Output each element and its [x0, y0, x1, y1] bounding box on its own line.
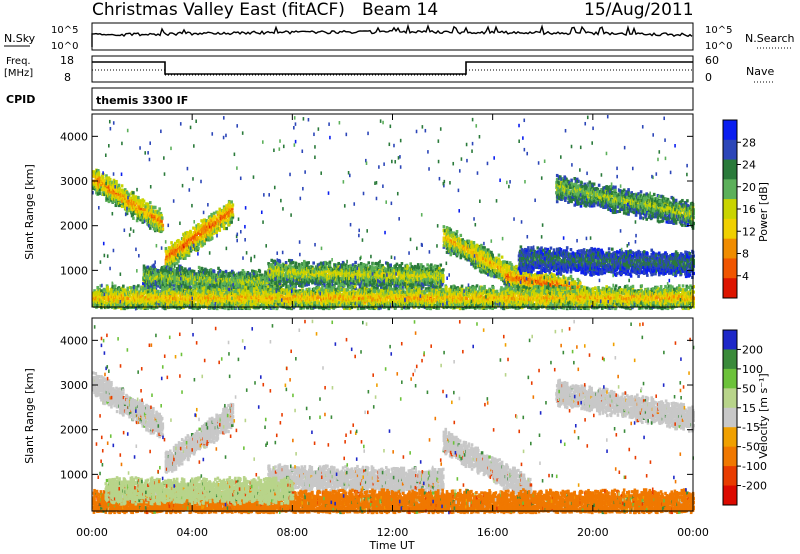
heatmap-cell [158, 207, 161, 210]
station-title: Christmas Valley East (fitACF) [92, 0, 345, 20]
heatmap-cell [147, 205, 150, 208]
heatmap-cell [132, 217, 135, 220]
cpid-value: themis 3300 IF [96, 94, 188, 107]
heatmap-cell [115, 180, 118, 183]
nave-label: Nave [746, 65, 774, 78]
cpid-label: CPID [6, 93, 35, 106]
heatmap-cell [149, 201, 152, 204]
heatmap-cell [177, 260, 180, 263]
nsky-label: N.Sky [4, 32, 36, 45]
rti-figure: Christmas Valley East (fitACF) Beam 14 1… [0, 0, 800, 554]
heatmap-cell [165, 247, 168, 250]
heatmap-cell [184, 257, 187, 260]
freq-label: Freq. [6, 56, 31, 67]
heatmap-cell [225, 227, 228, 230]
heatmap-cell [232, 213, 235, 216]
noise-tick-high-right: 10^5 [705, 25, 732, 36]
heatmap-cell [230, 221, 233, 224]
heatmap-cell [197, 247, 200, 250]
nave-tick-low: 0 [705, 71, 712, 84]
cpid-panel: CPID themis 3300 IF [6, 88, 693, 110]
heatmap-cell [143, 200, 146, 203]
heatmap-cell [141, 219, 144, 222]
heatmap-cell [213, 212, 216, 215]
heatmap-cell [98, 171, 101, 174]
heatmap-cell [230, 200, 233, 203]
noise-tick-high: 10^5 [51, 25, 78, 36]
freq-units: [MHz] [4, 68, 33, 79]
heatmap-cell [132, 191, 135, 194]
heatmap-cell [102, 176, 105, 179]
heatmap-cell [232, 203, 235, 206]
heatmap-cell [121, 184, 124, 187]
date-label: 15/Aug/2011 [584, 0, 694, 20]
heatmap-cell [161, 216, 164, 219]
heatmap-cell [98, 192, 101, 195]
noise-tick-low: 10^0 [51, 41, 78, 52]
heatmap-cell [161, 224, 164, 227]
heatmap-cell [231, 210, 234, 213]
freq-panel: Freq. [MHz] 18 8 60 0 Nave [4, 54, 774, 84]
heatmap-cell [170, 241, 173, 244]
noise-panel: N.Sky 10^5 10^0 10^5 10^0 N.Search [4, 23, 795, 52]
power-heatmap [92, 115, 695, 311]
heatmap-cell [211, 237, 214, 240]
heatmap-cell [118, 184, 121, 187]
heatmap-cell [153, 264, 156, 267]
noise-tick-low-right: 10^0 [705, 41, 732, 52]
heatmap-cell [109, 178, 112, 181]
nsearch-label: N.Search [745, 32, 795, 45]
heatmap-cell [218, 208, 221, 211]
heatmap-cell [223, 225, 226, 228]
frequency-line [92, 62, 693, 74]
beam-label: Beam 14 [362, 0, 438, 20]
noise-sky-line [92, 26, 692, 47]
heatmap-cell [137, 196, 140, 199]
freq-tick-high: 18 [60, 54, 74, 67]
freq-tick-low: 8 [64, 71, 71, 84]
heatmap-cell [154, 206, 157, 209]
nave-tick-high: 60 [705, 54, 719, 67]
heatmap-cell [161, 227, 164, 230]
